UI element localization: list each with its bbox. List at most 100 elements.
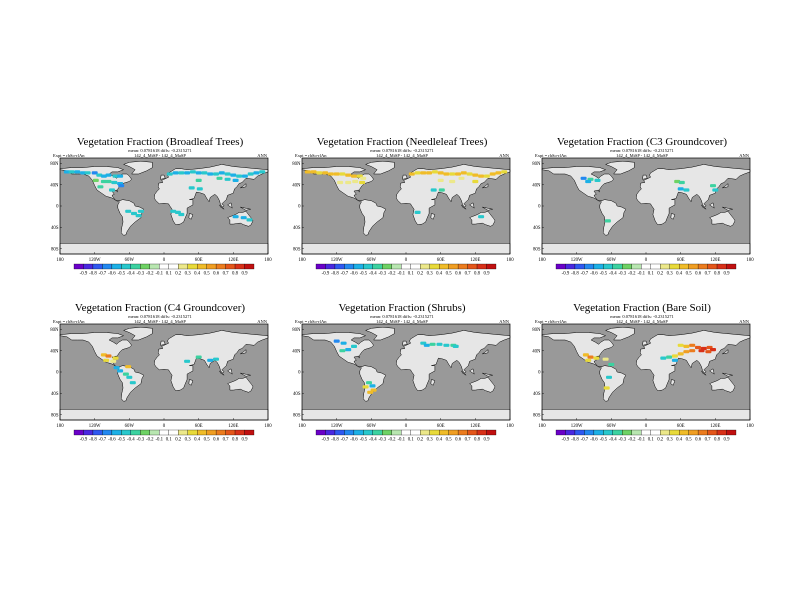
anomaly-cell	[333, 339, 340, 343]
anomaly-cell	[408, 172, 415, 176]
latitude-label: 40N	[292, 349, 301, 354]
landmass	[122, 160, 153, 175]
anomaly-cell	[310, 170, 317, 174]
colorbar-label: 0.7	[223, 438, 230, 443]
colorbar-label: -0.4	[609, 438, 617, 443]
latitude-label: 80S	[293, 413, 301, 418]
anomaly-cell	[501, 170, 508, 174]
colorbar-swatch	[555, 263, 566, 270]
landmass	[301, 332, 387, 402]
colorbar-label: -0.3	[137, 438, 145, 443]
latitude-label: 0	[298, 371, 301, 376]
colorbar-swatch	[225, 429, 236, 436]
experiment-label: Expt = rhSo-rlAn	[295, 153, 327, 158]
colorbar-swatch	[688, 429, 699, 436]
colorbar-label: 0.6	[455, 272, 462, 277]
anomaly-cell	[683, 350, 690, 354]
longitude-label: 0	[163, 424, 166, 429]
anomaly-cell	[109, 188, 115, 192]
colorbar-label: -0.7	[341, 272, 349, 277]
season-label: ANN	[499, 153, 509, 158]
colorbar-swatch	[401, 263, 411, 270]
colorbar-label: -0.2	[388, 438, 396, 443]
longitude-label: 180	[56, 258, 64, 263]
latitude-label: 0	[538, 205, 541, 210]
anomaly-cell	[105, 179, 112, 184]
colorbar-swatch	[92, 263, 103, 270]
latitude-label: 80S	[51, 247, 59, 252]
colorbar-label: 0.1	[166, 438, 173, 443]
colorbar-swatch	[363, 429, 373, 436]
anomaly-cell	[218, 171, 225, 175]
colorbar-swatch	[83, 429, 94, 436]
colorbar-label: 0.8	[474, 272, 481, 277]
colorbar-swatch	[555, 429, 566, 436]
landmass	[430, 213, 436, 220]
colorbar-swatch	[429, 263, 440, 270]
longitude-label: 0	[645, 258, 648, 263]
colorbar-label: 0.1	[648, 438, 655, 443]
longitude-label: 60E	[677, 258, 685, 263]
colorbar-swatch	[669, 429, 680, 436]
colorbar-swatch	[420, 429, 430, 436]
landmass	[461, 370, 467, 376]
longitude-label: 120W	[89, 258, 101, 263]
anomaly-cell	[100, 179, 107, 184]
anomaly-cell	[230, 173, 237, 177]
map-panel: Vegetation Fraction (Bare Soil) mean: 0.0…	[532, 302, 754, 472]
longitude-label: 120W	[331, 424, 343, 429]
colorbar-swatch	[130, 429, 141, 436]
colorbar-label: -0.8	[89, 272, 97, 277]
longitude-label: 180	[538, 424, 546, 429]
anomaly-cell	[118, 184, 125, 188]
latitude-label: 80N	[50, 328, 59, 333]
colorbar-label: -0.1	[637, 272, 645, 277]
anomaly-cell	[166, 172, 173, 176]
colorbar-swatch	[593, 429, 604, 436]
colorbar-swatch	[410, 429, 421, 436]
landmass	[709, 368, 715, 375]
colorbar-swatch	[584, 263, 595, 270]
anomaly-cell	[359, 180, 366, 185]
colorbar-label: -0.1	[637, 438, 645, 443]
anomaly-cell	[195, 178, 202, 182]
longitude-label: 180	[746, 424, 754, 429]
anomaly-cell	[603, 386, 610, 390]
anomaly-cell	[678, 180, 685, 185]
anomaly-cell	[105, 173, 112, 177]
colorbar-label: 0.2	[657, 438, 664, 443]
landmass	[722, 183, 729, 189]
colorbar-swatch	[121, 263, 131, 270]
colorbar-swatch	[593, 263, 604, 270]
colorbar-label: -0.6	[350, 272, 358, 277]
colorbar-swatch	[73, 429, 84, 436]
colorbar-label: 0.3	[185, 272, 192, 277]
colorbar-swatch	[679, 429, 689, 436]
anomaly-cell	[137, 209, 144, 213]
colorbar-label: 0.8	[232, 272, 239, 277]
anomaly-cell	[253, 171, 260, 175]
anomaly-cell	[351, 174, 357, 178]
colorbar-label: 0.5	[204, 438, 211, 443]
longitude-label: 0	[163, 258, 166, 263]
anomaly-cell	[96, 173, 103, 177]
colorbar-swatch	[429, 429, 440, 436]
longitude-label: 120E	[470, 424, 480, 429]
colorbar-swatch	[612, 263, 623, 270]
anomaly-cell	[170, 209, 177, 213]
anomaly-cell	[483, 174, 490, 178]
longitude-label: 120E	[228, 424, 238, 429]
anomaly-cell	[232, 178, 239, 182]
panel-stats: mean: 0.0781618 diffs: -0.2315271	[370, 148, 434, 153]
latitude-label: 0	[538, 371, 541, 376]
colorbar-swatch	[476, 263, 487, 270]
latitude-label: 80N	[532, 162, 541, 167]
colorbar-label: -0.2	[146, 438, 154, 443]
longitude-label: 60E	[677, 424, 685, 429]
latitude-label: 80N	[292, 328, 301, 333]
experiment-label: Expt = rhSo-rlAn	[53, 319, 85, 324]
anomaly-cell	[322, 171, 329, 175]
anomaly-cell	[698, 349, 705, 353]
colorbar-swatch	[225, 263, 236, 270]
